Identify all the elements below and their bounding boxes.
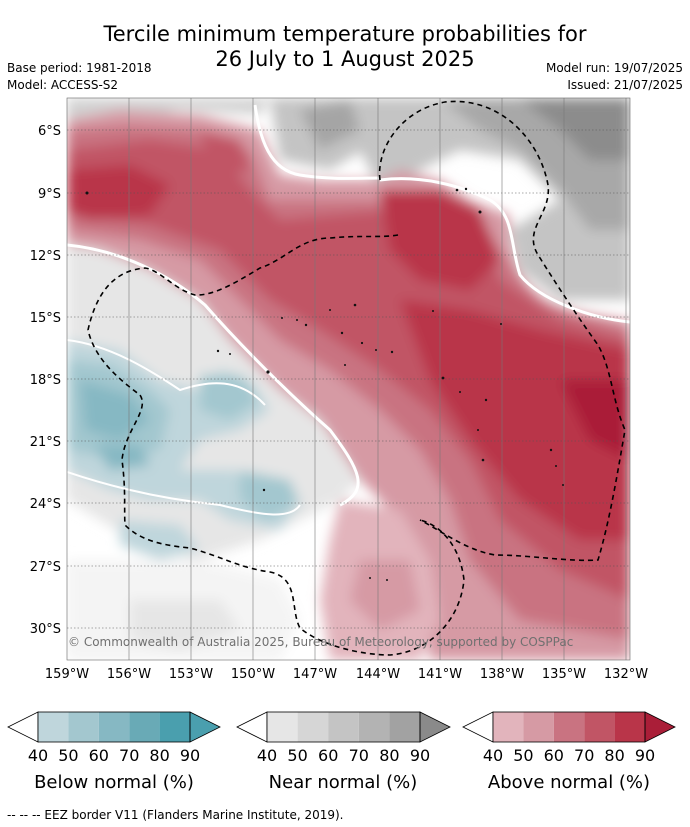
legend-below-arrow-left — [7, 711, 39, 743]
legend-near-swatch-2 — [297, 712, 329, 742]
lon-label: 132°W — [604, 667, 648, 682]
lat-gridlines — [67, 129, 630, 629]
legend-below-swatch-5 — [159, 712, 190, 742]
legend-below-arrow-right — [189, 711, 221, 743]
legend-tick: 70 — [349, 746, 369, 765]
map-frame — [66, 97, 631, 661]
meta-right: Model run: 19/07/2025 Issued: 21/07/2025 — [546, 60, 683, 94]
model-name: Model: ACCESS-S2 — [7, 78, 119, 92]
legend-above-arrow-left — [462, 711, 494, 743]
lat-labels: 6°S 9°S 12°S 15°S 18°S 21°S 24°S 27°S 30… — [30, 124, 61, 637]
legend-near-title: Near normal (%) — [269, 772, 418, 793]
legend-tick: 90 — [635, 746, 655, 765]
legend-below-swatch-1 — [38, 712, 69, 742]
lon-label: 135°W — [542, 667, 586, 682]
legend-near: 40 50 60 70 80 90 Near normal (%) — [236, 711, 451, 793]
copyright-text: © Commonwealth of Australia 2025, Bureau… — [68, 635, 573, 649]
legend-near-swatch-4 — [358, 712, 390, 742]
legend-below-title: Below normal (%) — [34, 772, 194, 793]
lat-label: 30°S — [30, 622, 61, 637]
legend-below-swatch-3 — [98, 712, 130, 742]
lon-label: 159°W — [45, 667, 89, 682]
legend-below-swatch-2 — [68, 712, 99, 742]
lat-label: 15°S — [30, 311, 61, 326]
legend-above-swatch-2 — [523, 712, 554, 742]
legend-below: 40 50 60 70 80 90 Below normal (%) — [7, 711, 221, 793]
legend-above-swatch-5 — [614, 712, 645, 742]
map-figure: © Commonwealth of Australia 2025, Bureau… — [7, 97, 676, 793]
legend-tick: 70 — [574, 746, 594, 765]
legend-tick: 40 — [28, 746, 48, 765]
legend-above-arrow-right — [644, 711, 676, 743]
islands — [85, 187, 564, 581]
legend-tick: 80 — [149, 746, 169, 765]
title-line-1: Tercile minimum temperature probabilitie… — [103, 22, 587, 46]
base-period: Base period: 1981-2018 — [7, 61, 152, 75]
lon-label: 147°W — [293, 667, 337, 682]
legend-tick: 40 — [257, 746, 277, 765]
legend-near-arrow-left — [236, 711, 268, 743]
model-run: Model run: 19/07/2025 — [545, 61, 683, 75]
legend-above: 40 50 60 70 80 90 Above normal (%) — [462, 711, 676, 793]
lat-label: 21°S — [30, 435, 61, 450]
legend-tick: 80 — [604, 746, 624, 765]
lon-label: 141°W — [418, 667, 462, 682]
lat-label: 24°S — [30, 497, 61, 512]
lon-gridlines — [128, 98, 627, 660]
legend-tick: 50 — [287, 746, 307, 765]
legend-tick: 50 — [58, 746, 78, 765]
eez-footnote: -- -- -- EEZ border V11 (Flanders Marine… — [7, 808, 344, 822]
meta-left: Base period: 1981-2018 Model: ACCESS-S2 — [7, 60, 152, 94]
legend-tick: 40 — [483, 746, 503, 765]
lon-labels: 159°W 156°W 153°W 150°W 147°W 144°W 141°… — [45, 667, 648, 682]
legend-tick: 60 — [544, 746, 564, 765]
lat-label: 12°S — [30, 249, 61, 264]
lat-label: 27°S — [30, 560, 61, 575]
legend-below-swatch-4 — [129, 712, 160, 742]
legend-above-title: Above normal (%) — [488, 772, 650, 793]
issued-date: Issued: 21/07/2025 — [567, 78, 683, 92]
legend-near-swatch-3 — [328, 712, 359, 742]
lon-label: 138°W — [480, 667, 524, 682]
lat-label: 9°S — [38, 187, 61, 202]
title-line-2: 26 July to 1 August 2025 — [215, 47, 475, 71]
lon-label: 156°W — [107, 667, 151, 682]
legend-above-swatch-1 — [493, 712, 524, 742]
lon-label: 150°W — [231, 667, 275, 682]
legend-tick: 50 — [513, 746, 533, 765]
lat-label: 18°S — [30, 373, 61, 388]
eez-borders — [87, 100, 626, 656]
legend-near-arrow-right — [419, 711, 451, 743]
legend-tick: 80 — [379, 746, 399, 765]
legend-near-swatch-1 — [267, 712, 298, 742]
legend-tick: 60 — [318, 746, 338, 765]
legend-above-swatch-3 — [553, 712, 585, 742]
chart-title: Tercile minimum temperature probabilitie… — [0, 22, 690, 72]
legend-tick: 70 — [119, 746, 139, 765]
lon-label: 153°W — [169, 667, 213, 682]
lon-label: 144°W — [356, 667, 400, 682]
legend-tick: 90 — [180, 746, 200, 765]
probability-field: © Commonwealth of Australia 2025, Bureau… — [67, 98, 630, 660]
lat-label: 6°S — [38, 124, 61, 139]
legend-above-swatch-4 — [584, 712, 615, 742]
legend-tick: 60 — [89, 746, 109, 765]
legend-near-swatch-5 — [389, 712, 420, 742]
legend-tick: 90 — [410, 746, 430, 765]
